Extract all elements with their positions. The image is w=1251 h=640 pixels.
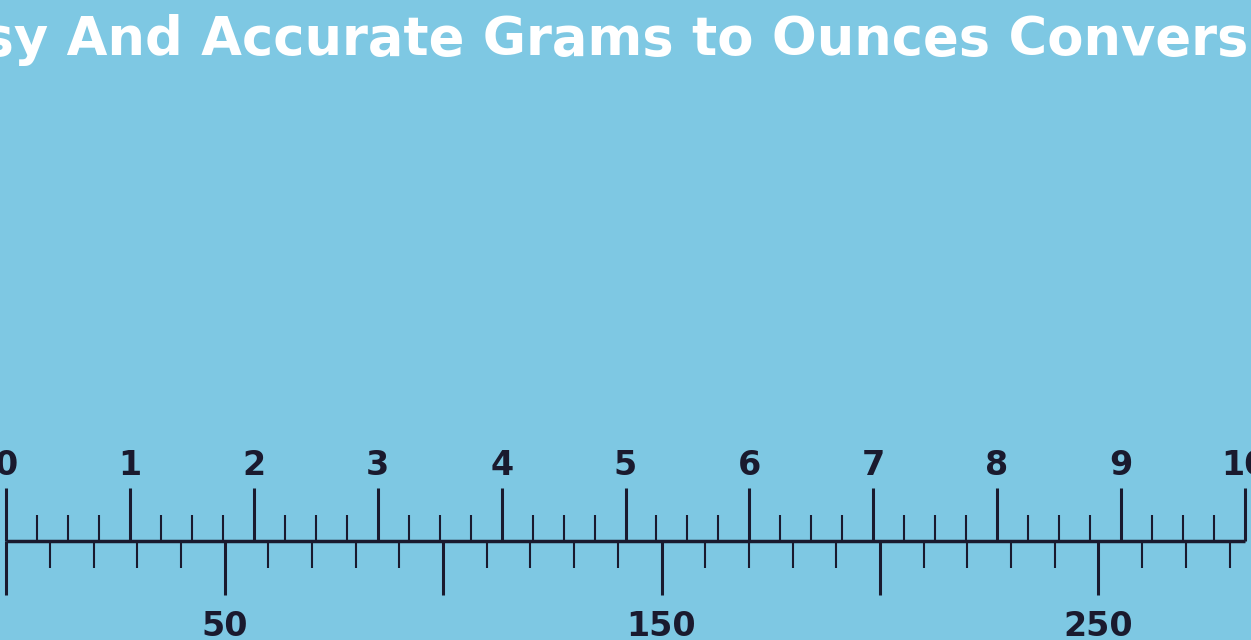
Text: 10: 10 [1222,449,1251,483]
Text: 2: 2 [243,449,265,483]
Text: 9: 9 [1110,449,1132,483]
Text: 1: 1 [119,449,141,483]
Text: 4: 4 [490,449,513,483]
Text: 7: 7 [862,449,884,483]
Text: 8: 8 [986,449,1008,483]
Text: 6: 6 [738,449,761,483]
Text: 250: 250 [1063,609,1133,640]
Text: 150: 150 [627,609,697,640]
Text: 0: 0 [0,449,18,483]
Text: 50: 50 [201,609,248,640]
Text: 5: 5 [614,449,637,483]
Text: Easy And Accurate Grams to Ounces Conversion: Easy And Accurate Grams to Ounces Conver… [0,14,1251,66]
Text: 3: 3 [367,449,389,483]
